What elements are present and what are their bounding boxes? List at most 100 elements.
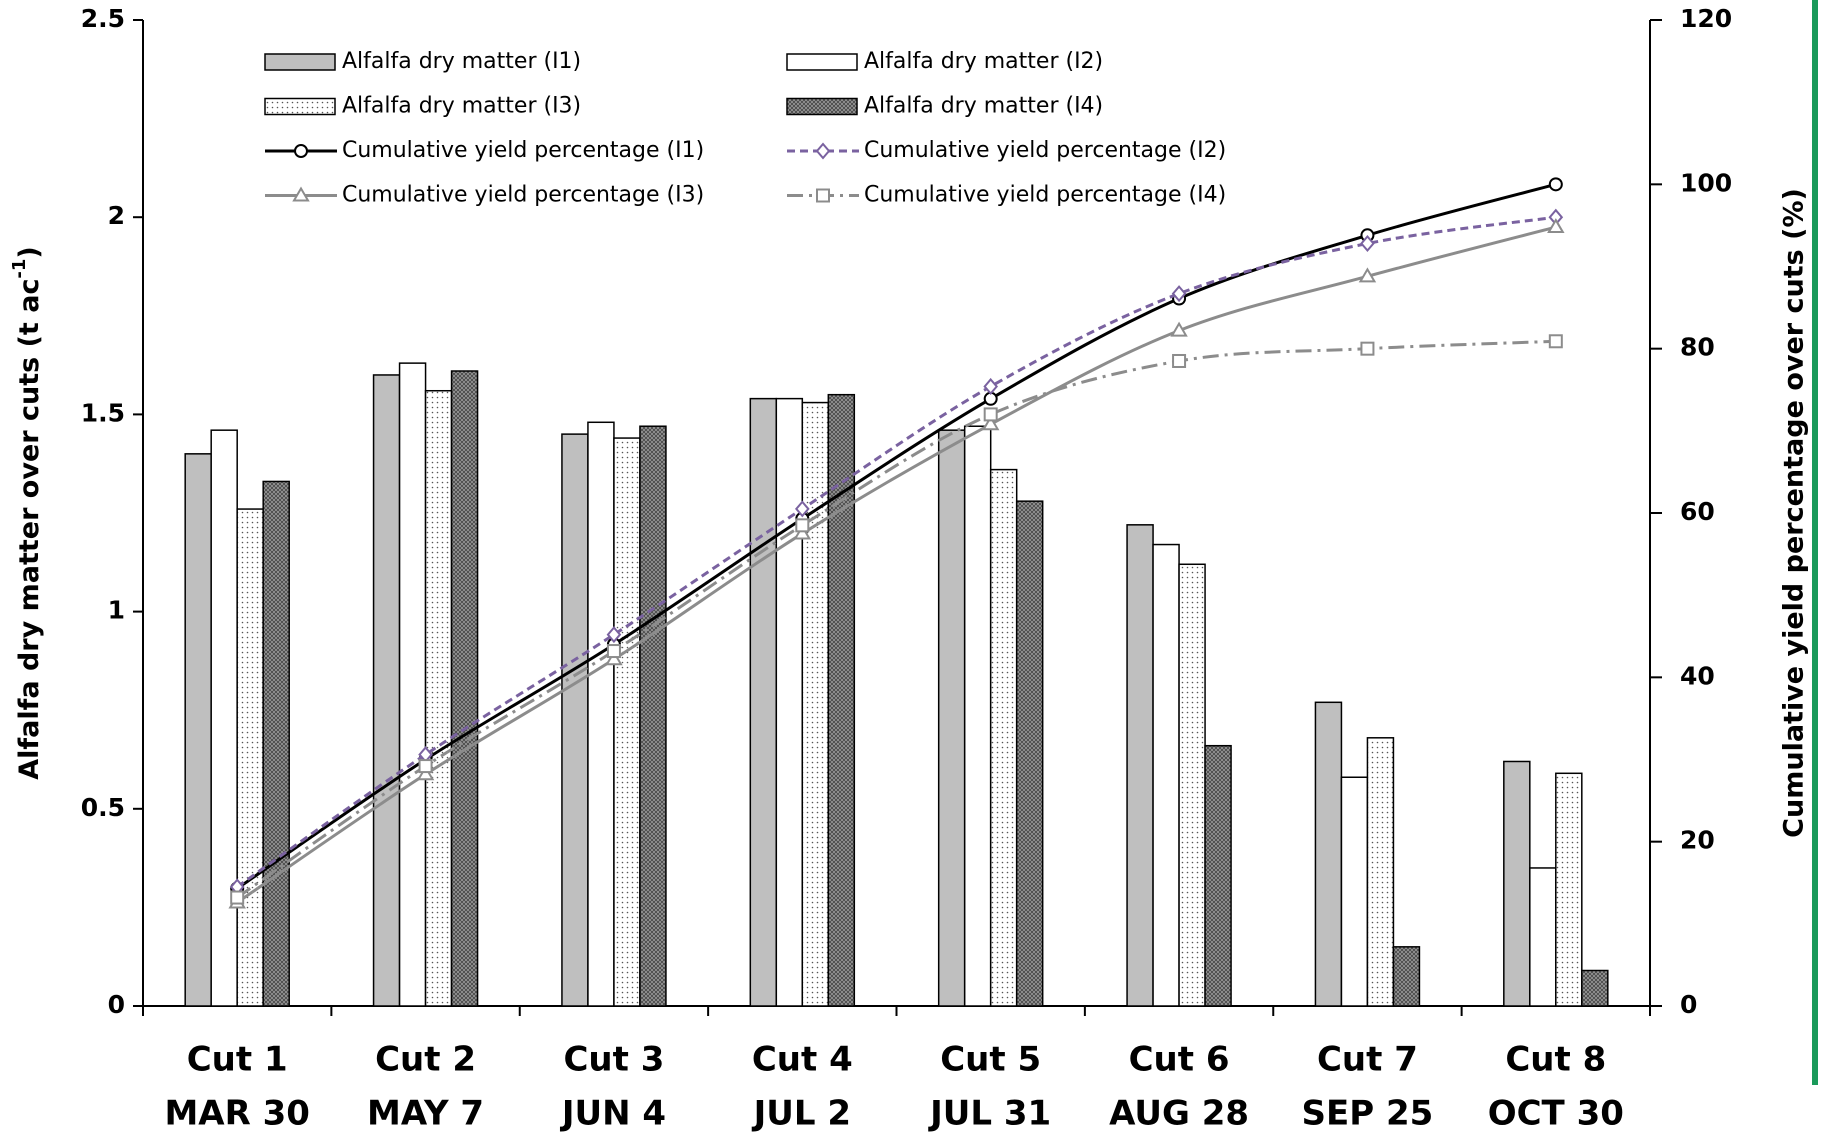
x-tick-label: JUL 2	[752, 1094, 851, 1134]
line-marker	[416, 765, 435, 781]
bar	[639, 425, 667, 1007]
y-tick-label: 1.5	[81, 398, 125, 427]
bar	[827, 393, 856, 1007]
line-marker	[605, 650, 623, 666]
x-tick-label: Cut 4	[752, 1040, 853, 1080]
line-marker	[1358, 267, 1377, 283]
bar	[561, 433, 589, 1007]
legend-swatch	[264, 97, 336, 116]
bar	[210, 429, 238, 1007]
bar	[989, 468, 1018, 1007]
x-tick-label: Cut 5	[940, 1040, 1041, 1080]
y-tick-label: 0.5	[81, 793, 125, 822]
y-axis-title-main: Alfalfa dry matter over cuts (t ac	[14, 279, 45, 780]
x-tick-label: Cut 2	[375, 1040, 476, 1080]
y2-tick-label: 40	[1680, 661, 1715, 690]
y2-tick-label: 20	[1680, 826, 1715, 855]
bar	[1015, 500, 1044, 1007]
bar	[587, 421, 615, 1007]
bar	[1581, 969, 1609, 1007]
y-axis-title: Alfalfa dry matter over cuts (t ac-1)	[9, 246, 45, 780]
line-marker	[606, 626, 622, 644]
legend-label: Cumulative yield percentage (I4)	[864, 183, 1226, 208]
line-marker	[815, 142, 831, 160]
bar	[424, 389, 453, 1007]
x-tick-label: Cut 7	[1317, 1040, 1418, 1080]
legend-label: Alfalfa dry matter (I3)	[342, 94, 581, 119]
line-marker	[1171, 285, 1187, 303]
line-marker	[983, 377, 999, 395]
y-axis-title-sup: -1	[9, 259, 30, 279]
bar	[1204, 744, 1232, 1007]
y2-tick-label: 100	[1680, 168, 1732, 197]
bar	[236, 508, 264, 1007]
line	[236, 339, 1556, 899]
line-marker	[795, 518, 810, 533]
x-tick-label: JUN 4	[560, 1094, 666, 1134]
y-tick-label: 2.5	[81, 4, 125, 33]
bar	[398, 362, 427, 1007]
bar	[1126, 524, 1154, 1007]
legend-swatch	[264, 53, 336, 71]
line-marker	[793, 524, 812, 540]
x-tick-label: MAY 7	[367, 1094, 484, 1134]
x-tick-label: Cut 1	[187, 1040, 288, 1080]
line-marker	[418, 759, 433, 774]
x-tick-label: Cut 6	[1129, 1040, 1230, 1080]
y2-tick-label: 80	[1680, 333, 1715, 362]
line-marker	[1547, 218, 1565, 234]
line-marker	[1360, 234, 1375, 253]
line-marker	[816, 188, 830, 203]
x-tick-label: SEP 25	[1302, 1094, 1434, 1134]
bar	[372, 374, 401, 1007]
bar	[1529, 867, 1557, 1007]
line-marker	[1360, 341, 1375, 356]
bar	[450, 370, 479, 1007]
line-marker	[1172, 353, 1187, 368]
y2-tick-label: 120	[1680, 4, 1732, 33]
line-marker	[292, 186, 310, 202]
legend-label: Alfalfa dry matter (I1)	[342, 49, 581, 74]
bar	[613, 437, 641, 1007]
decor-strip	[1812, 0, 1818, 1085]
line-marker	[1548, 177, 1563, 192]
line-marker	[606, 644, 621, 659]
y2-tick-label: 0	[1680, 990, 1697, 1019]
y-axis-title-end: )	[14, 246, 45, 258]
bar	[1555, 772, 1583, 1007]
bar	[775, 397, 804, 1007]
legend-label: Cumulative yield percentage (I2)	[864, 138, 1226, 163]
bar	[1314, 701, 1343, 1007]
y-axis-title-text: Alfalfa dry matter over cuts (t ac-1)	[9, 246, 45, 780]
y-tick-label: 2	[108, 201, 125, 230]
y-tick-label: 0	[108, 990, 125, 1019]
legend-label: Cumulative yield percentage (I3)	[342, 183, 704, 208]
x-tick-label: Cut 3	[563, 1040, 664, 1080]
y2-axis-title: Cumulative yield percentage over cuts (%…	[1779, 188, 1810, 838]
bar	[184, 453, 212, 1007]
legend-swatch	[786, 97, 858, 116]
line-marker	[294, 144, 308, 158]
bar	[262, 480, 290, 1007]
bar	[749, 397, 778, 1007]
x-tick-label: OCT 30	[1488, 1094, 1624, 1134]
bar	[1366, 737, 1395, 1007]
bar	[1340, 776, 1369, 1007]
line-marker	[1170, 321, 1188, 337]
line-marker	[981, 415, 1000, 431]
x-tick-label: JUL 31	[928, 1094, 1051, 1134]
legend: Alfalfa dry matter (I1) Alfalfa dry matte…	[264, 49, 1226, 208]
legend-label: Cumulative yield percentage (I1)	[342, 138, 704, 163]
line-marker	[1548, 334, 1563, 349]
line-marker	[794, 500, 810, 518]
legend-label: Alfalfa dry matter (I2)	[864, 49, 1103, 74]
bar	[1503, 760, 1531, 1007]
x-tick-label: AUG 28	[1109, 1094, 1249, 1134]
bar	[937, 429, 966, 1007]
legend-swatch	[786, 53, 858, 71]
x-tick-label: MAR 30	[164, 1094, 309, 1134]
bar	[1152, 543, 1180, 1007]
line-marker	[230, 890, 245, 905]
bar	[1178, 563, 1206, 1007]
